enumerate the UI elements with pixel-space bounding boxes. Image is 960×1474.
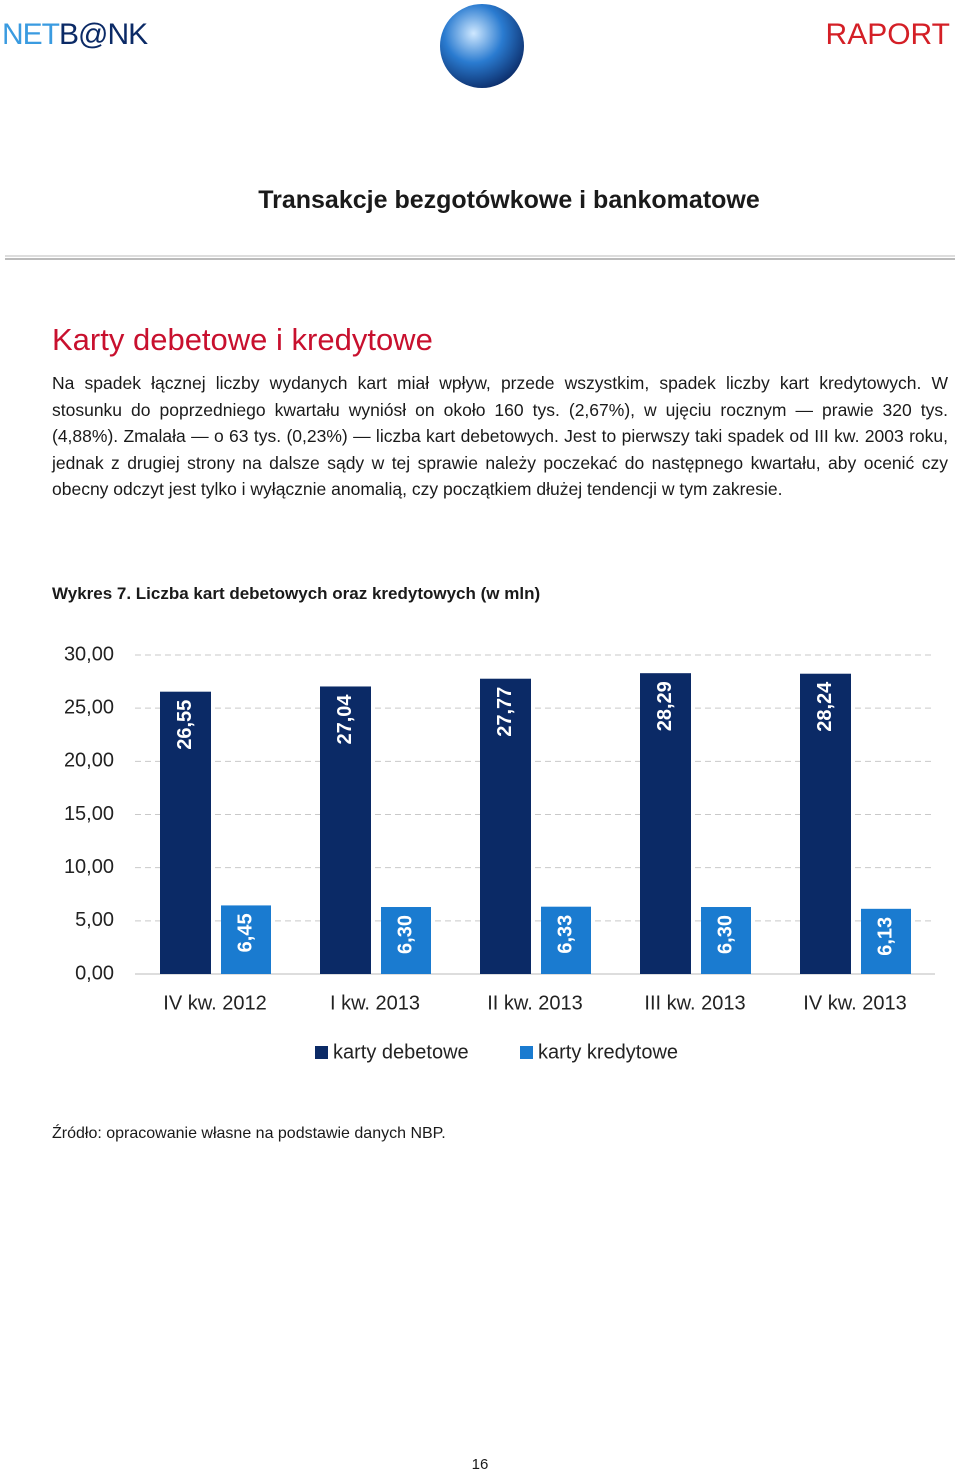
value-label: 28,29 (654, 681, 676, 731)
bar (861, 908, 911, 974)
value-label: 28,24 (814, 681, 836, 732)
y-tick-label: 10,00 (64, 856, 114, 878)
x-tick-label: II kw. 2013 (487, 992, 583, 1014)
bar (800, 673, 851, 974)
value-label: 6,30 (394, 915, 416, 954)
value-label: 6,33 (554, 915, 576, 954)
bar (640, 673, 691, 974)
logo: NETB@NK (2, 18, 148, 52)
logo-part: NET (2, 18, 60, 51)
y-tick-label: 5,00 (75, 909, 114, 931)
globe-logo (440, 4, 524, 88)
page-number: 16 (471, 1456, 489, 1473)
page-title: Transakcje bezgotówkowe i bankomatowe (258, 186, 760, 214)
x-tick-label: IV kw. 2012 (163, 992, 266, 1014)
y-tick-label: 0,00 (75, 962, 114, 984)
bar (701, 907, 751, 974)
value-label: 6,45 (234, 913, 256, 952)
y-tick-label: 25,00 (64, 696, 114, 718)
value-label: 26,55 (174, 700, 196, 750)
x-tick-label: IV kw. 2013 (803, 992, 906, 1014)
value-label: 6,13 (874, 917, 896, 956)
y-tick-label: 30,00 (64, 643, 114, 665)
figure-caption: Wykres 7. Liczba kart debetowych oraz kr… (52, 584, 541, 603)
x-tick-label: I kw. 2013 (330, 992, 420, 1014)
bar (221, 905, 271, 974)
bar (381, 907, 431, 974)
legend-label: karty kredytowe (538, 1041, 678, 1063)
bar (541, 906, 591, 974)
logo-part: B@NK (59, 18, 148, 51)
value-label: 6,30 (714, 915, 736, 954)
y-tick-label: 15,00 (64, 803, 114, 825)
report-label: RAPORT (825, 18, 950, 51)
x-tick-label: III kw. 2013 (644, 992, 745, 1014)
section-title: Karty debetowe i kredytowe (52, 322, 433, 357)
bar (480, 678, 531, 974)
legend-swatch (520, 1046, 533, 1059)
paragraph-text: Na spadek łącznej liczby wydanych kart m… (52, 373, 948, 499)
y-tick-label: 20,00 (64, 750, 114, 772)
value-label: 27,04 (334, 694, 356, 745)
bar (160, 691, 211, 974)
legend-label: karty debetowe (333, 1041, 469, 1063)
legend-swatch (315, 1046, 328, 1059)
value-label: 27,77 (494, 687, 516, 737)
source: Źródło: opracowanie własne na podstawie … (52, 1125, 446, 1142)
bar (320, 686, 371, 974)
paragraph: Na spadek łącznej liczby wydanych kart m… (52, 370, 948, 503)
